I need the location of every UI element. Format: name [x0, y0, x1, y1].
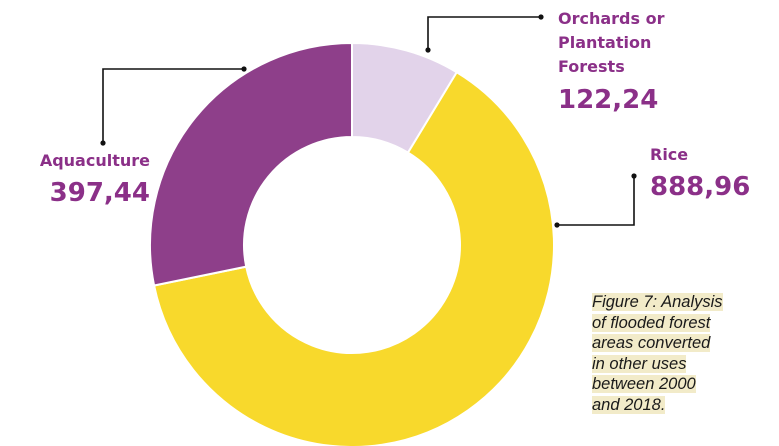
leader-dot — [425, 47, 431, 53]
caption-line: areas converted — [592, 334, 711, 352]
leader-dot — [241, 66, 247, 72]
category-label: Orchards or — [558, 9, 665, 28]
leader-line — [102, 68, 244, 143]
value-label: 397,44 — [50, 178, 150, 208]
leader-dot — [538, 14, 544, 20]
slice-labels: Orchards or Plantation Forests 122,24 Rice 88… — [40, 9, 751, 208]
slice-aquaculture — [149, 41, 353, 287]
leader-lines — [100, 14, 637, 228]
category-label: Rice — [650, 145, 688, 164]
leader-dot — [631, 173, 637, 179]
leader-line — [427, 16, 541, 50]
label-aquaculture: Aquaculture 397,44 — [40, 151, 150, 208]
value-label: 888,96 — [650, 172, 750, 202]
caption-line: between 2000 — [592, 375, 696, 393]
leader-dot — [554, 222, 560, 228]
caption-line: Figure 7: Analysis — [592, 293, 723, 311]
leader-dot — [100, 140, 106, 146]
leader-orchards — [425, 14, 544, 53]
leader-line — [557, 176, 635, 226]
value-label: 122,24 — [558, 85, 658, 115]
caption-line: of flooded forest — [592, 313, 711, 332]
label-orchards-or-plantation-forests: Orchards or Plantation Forests 122,24 — [558, 9, 665, 115]
leader-rice — [554, 173, 637, 228]
figure-caption: Figure 7: Analysis of flooded forest are… — [592, 292, 768, 415]
slice-rice — [152, 70, 555, 446]
caption-line: in other uses — [592, 354, 687, 373]
category-label: Forests — [558, 57, 625, 76]
label-rice: Rice 888,96 — [650, 145, 750, 202]
category-label: Aquaculture — [40, 151, 150, 170]
category-label: Plantation — [558, 33, 651, 52]
caption-line: and 2018. — [592, 395, 666, 414]
leader-aquaculture — [100, 66, 247, 146]
donut-slices — [149, 41, 555, 446]
